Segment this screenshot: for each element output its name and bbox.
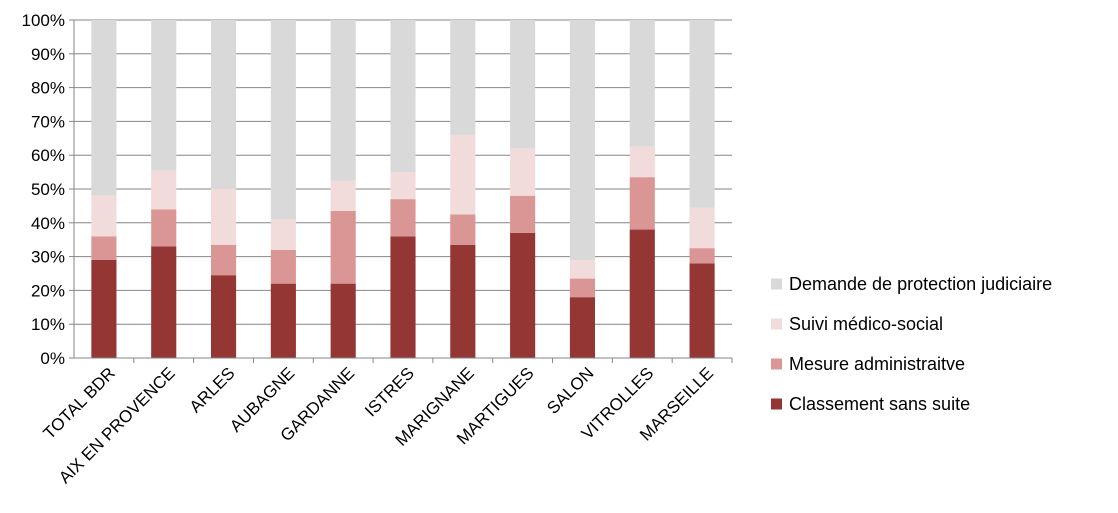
bar-segment [450, 214, 476, 245]
y-tick-label: 10% [31, 315, 65, 334]
bar-segment [210, 244, 237, 276]
bar-segment [91, 236, 117, 260]
bar-segment [510, 195, 536, 233]
bar-segment [569, 297, 596, 358]
bar-segment [390, 199, 416, 237]
bar-segment [330, 20, 356, 181]
legend-swatch [771, 398, 782, 410]
bar-segment [510, 20, 536, 149]
bar-segment [91, 259, 117, 358]
bar-segment [510, 148, 536, 196]
y-tick-label: 40% [31, 214, 65, 233]
bar-segment [689, 248, 715, 264]
y-tick-label: 70% [31, 112, 65, 131]
bar-segment [629, 20, 655, 147]
bar-segment [689, 263, 715, 358]
bar-segment [390, 20, 416, 173]
bar-segment [91, 20, 117, 196]
bar-segment [270, 20, 296, 220]
bar-segment [510, 232, 536, 358]
bar-segment [629, 177, 655, 230]
legend-label: Classement sans suite [789, 394, 970, 414]
bar-segment [270, 219, 296, 250]
y-tick-label: 0% [40, 349, 65, 368]
bar-segment [629, 146, 655, 178]
bar-segment [390, 236, 416, 358]
category-label: ARLES [186, 364, 239, 417]
legend-label: Suivi médico-social [789, 314, 943, 334]
y-tick-label: 90% [31, 45, 65, 64]
bar-segment [569, 259, 596, 279]
axes: 0%10%20%30%40%50%60%70%80%90%100%TOTAL B… [22, 11, 733, 488]
y-tick-label: 30% [31, 248, 65, 267]
bar-segment [151, 209, 177, 247]
bar-segment [330, 210, 356, 284]
bar-segment [330, 180, 356, 211]
y-tick-label: 50% [31, 180, 65, 199]
bar-segment [270, 283, 296, 358]
bar-segment [91, 195, 117, 237]
bar-segment [210, 275, 237, 358]
bar-segment [450, 244, 476, 358]
bar-segment [569, 20, 596, 260]
bar-segment [330, 283, 356, 358]
y-tick-label: 20% [31, 281, 65, 300]
bar-segment [390, 172, 416, 200]
bar-segment [210, 20, 237, 189]
bar-segment [210, 189, 237, 245]
bar-segment [450, 20, 476, 135]
y-tick-label: 100% [22, 11, 65, 30]
bar-segment [689, 20, 715, 208]
bar-segment [689, 207, 715, 249]
legend-label: Demande de protection judiciaire [789, 274, 1052, 294]
legend-swatch [771, 278, 782, 290]
bar-segment [629, 229, 655, 358]
y-tick-label: 60% [31, 146, 65, 165]
category-label: AIX EN PROVENCE [55, 364, 179, 488]
category-label: SALON [543, 364, 597, 418]
category-label: ISTRES [361, 364, 418, 421]
bars [91, 20, 715, 358]
legend-swatch [771, 318, 782, 330]
bar-segment [151, 170, 177, 210]
legend: Demande de protection judiciaire Suivi mé… [771, 274, 1052, 414]
bar-segment [270, 249, 296, 284]
legend-label: Mesure administraitve [789, 354, 965, 374]
legend-swatch [771, 358, 782, 370]
bar-segment [569, 278, 596, 298]
bar-segment [151, 20, 177, 171]
bar-segment [450, 134, 476, 215]
y-tick-label: 80% [31, 79, 65, 98]
bar-segment [151, 246, 177, 358]
